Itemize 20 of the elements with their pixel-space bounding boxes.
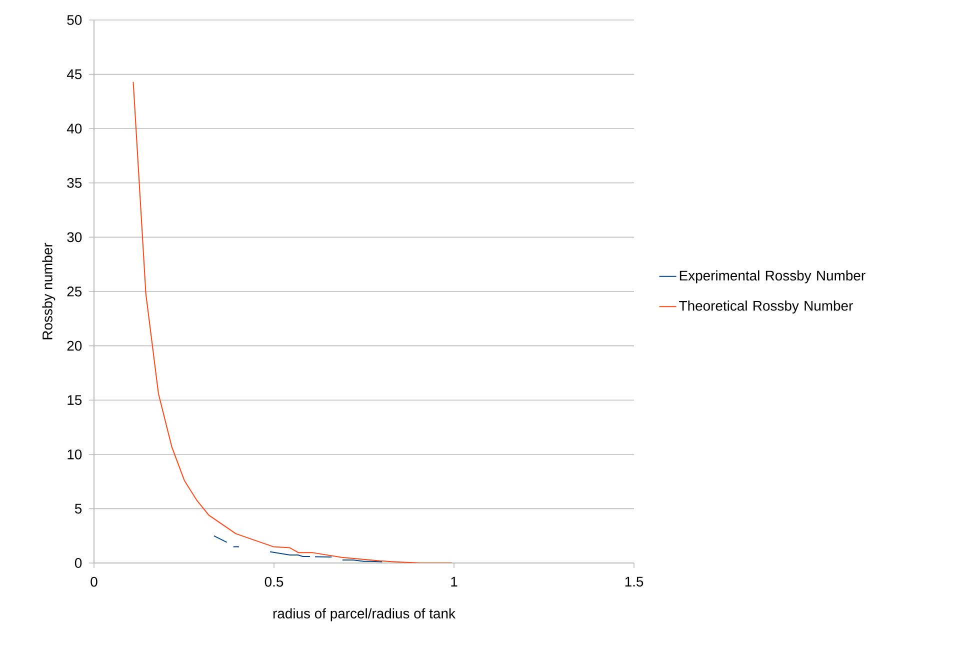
legend-label: Theoretical Rossby Number — [679, 300, 853, 314]
y-tick-label: 45 — [66, 69, 82, 80]
y-tick-label: 10 — [68, 449, 82, 460]
line-series — [132, 81, 452, 563]
legend-label: Experimental Rossby Number — [680, 270, 866, 284]
x-tick-label: 0 — [90, 576, 98, 587]
y-tick-label: 20 — [67, 340, 82, 351]
x-axis-title: radius of parcel/radius of tank — [273, 608, 456, 622]
y-tick-label: 25 — [67, 286, 82, 296]
y-tick-label: 50 — [67, 15, 82, 25]
y-tick-label: 15 — [68, 395, 82, 405]
y-tick-label: 30 — [67, 232, 82, 242]
y-axis-title: Rossby number — [42, 242, 56, 340]
y-tick-label: 40 — [66, 124, 82, 134]
y-tick-label: 5 — [74, 504, 82, 514]
x-tick-label: 1 — [451, 576, 458, 586]
y-tick-label: 0 — [74, 558, 82, 568]
x-tick-label: 1.5 — [625, 576, 644, 587]
y-tick-label: 35 — [67, 178, 82, 188]
x-tick-label: 0.5 — [264, 576, 284, 587]
